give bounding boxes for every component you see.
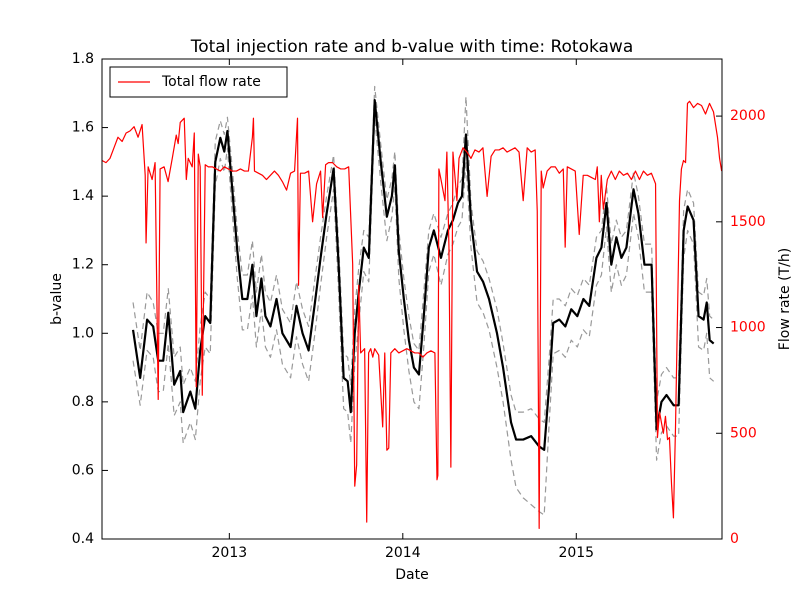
y2-tick-label: 0 — [730, 531, 739, 547]
y-axis-label: b-value — [49, 273, 65, 325]
chart-title: Total injection rate and b-value with ti… — [190, 37, 634, 57]
series-line — [132, 116, 715, 516]
series-line — [132, 85, 715, 424]
x-tick-label: 2014 — [385, 545, 421, 561]
y2-tick-label: 500 — [730, 425, 757, 441]
y-tick-label: 1.6 — [72, 120, 94, 136]
y-tick-label: 1.0 — [72, 325, 94, 341]
y2-tick-label: 2000 — [730, 108, 766, 124]
x-axis-label: Date — [395, 567, 428, 583]
y2-axis-label: Flow rate (T/h) — [777, 248, 793, 350]
series-line — [102, 100, 722, 530]
y-tick-label: 1.4 — [72, 188, 94, 204]
x-tick-label: 2013 — [212, 545, 248, 561]
y-tick-label: 1.8 — [72, 51, 94, 67]
y-tick-label: 0.6 — [72, 462, 94, 478]
series-line — [131, 99, 715, 451]
y2-tick-label: 1500 — [730, 214, 766, 230]
x-tick-label: 2015 — [558, 545, 594, 561]
y-tick-label: 1.2 — [72, 257, 94, 273]
y-tick-label: 0.4 — [72, 531, 94, 547]
legend-label: Total flow rate — [161, 74, 261, 90]
plot-frame — [101, 58, 723, 540]
y-tick-label: 0.8 — [72, 394, 94, 410]
y2-tick-label: 1000 — [730, 320, 766, 336]
